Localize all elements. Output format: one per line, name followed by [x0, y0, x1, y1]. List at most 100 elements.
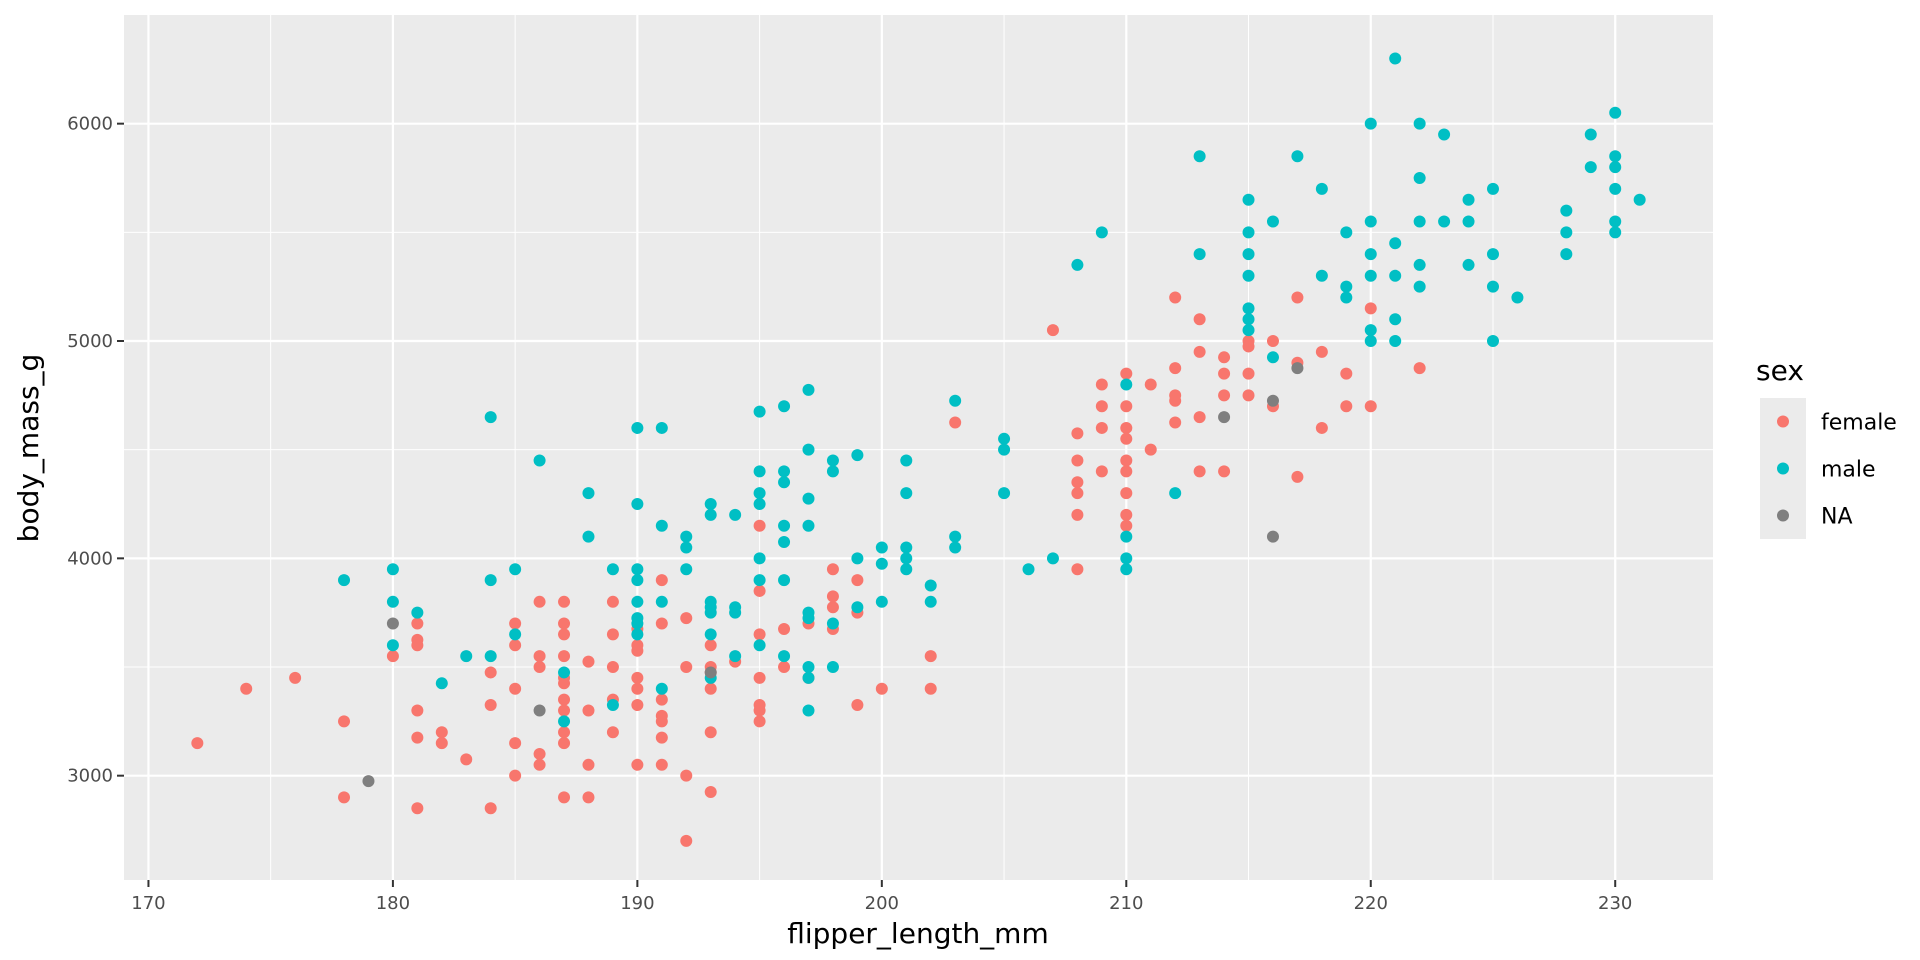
data-point-female	[1095, 421, 1108, 434]
data-point-female	[753, 584, 766, 597]
data-point-female	[411, 731, 424, 744]
data-point-female	[1169, 416, 1182, 429]
data-point-female	[949, 416, 962, 429]
data-point-female	[484, 666, 497, 679]
data-point-male	[1633, 193, 1646, 206]
data-point-male	[998, 487, 1011, 500]
data-point-male	[949, 541, 962, 554]
legend: sex female male NA	[1756, 354, 1897, 539]
x-tick-label: 230	[1598, 893, 1632, 914]
y-tick-label: 4000	[67, 548, 113, 569]
data-point-female	[411, 639, 424, 652]
data-point-male	[1242, 193, 1255, 206]
data-point-female	[1120, 519, 1133, 532]
data-point-female	[1315, 345, 1328, 358]
data-point-male	[1266, 351, 1279, 364]
data-point-male	[802, 492, 815, 505]
legend-label-male: male	[1821, 458, 1876, 483]
data-point-female	[484, 699, 497, 712]
grid-major	[124, 15, 1713, 880]
data-point-male	[949, 394, 962, 407]
data-point-male	[1193, 150, 1206, 163]
data-point-male	[826, 617, 839, 630]
data-point-female	[680, 661, 693, 674]
data-point-male	[1364, 215, 1377, 228]
data-point-female	[704, 639, 717, 652]
data-point-male	[704, 498, 717, 511]
data-point-male	[1413, 117, 1426, 130]
data-point-female	[826, 601, 839, 614]
data-point-female	[558, 704, 571, 717]
data-point-male	[386, 563, 399, 576]
data-point-female	[1169, 362, 1182, 375]
data-point-male	[606, 563, 619, 576]
data-point-male	[1242, 269, 1255, 282]
data-point-male	[1413, 258, 1426, 271]
data-point-male	[1242, 302, 1255, 315]
data-point-female	[875, 682, 888, 695]
data-point-male	[1315, 269, 1328, 282]
data-point-male	[1242, 226, 1255, 239]
x-tick-label: 170	[131, 893, 165, 914]
data-point-female	[558, 677, 571, 690]
data-point-male	[1389, 313, 1402, 326]
data-point-female	[655, 758, 668, 771]
data-point-female	[558, 650, 571, 663]
data-point-male	[631, 595, 644, 608]
data-point-male	[1340, 291, 1353, 304]
data-point-male	[851, 601, 864, 614]
data-point-female	[1242, 340, 1255, 353]
data-point-male	[1120, 552, 1133, 565]
data-point-female	[484, 802, 497, 815]
data-point-male	[753, 498, 766, 511]
data-point-female	[1340, 400, 1353, 413]
data-point-male	[655, 682, 668, 695]
panel-background	[124, 15, 1713, 880]
data-point-female	[753, 715, 766, 728]
legend-key-female	[1777, 415, 1789, 428]
data-point-male	[778, 650, 791, 663]
x-tick-label: 180	[376, 893, 410, 914]
data-point-male	[753, 639, 766, 652]
data-point-female	[606, 595, 619, 608]
data-point-female	[631, 758, 644, 771]
x-axis: 170 180 190 200 210 220 230	[131, 880, 1632, 914]
data-point-male	[1438, 215, 1451, 228]
data-point-na	[1266, 530, 1279, 543]
data-point-female	[1071, 476, 1084, 489]
data-point-female	[1364, 302, 1377, 315]
data-point-male	[1266, 215, 1279, 228]
data-point-female	[704, 726, 717, 739]
data-point-female	[778, 622, 791, 635]
data-point-na	[362, 775, 375, 788]
data-point-female	[1340, 367, 1353, 380]
data-point-male	[655, 519, 668, 532]
data-point-male	[778, 465, 791, 478]
data-point-female	[778, 661, 791, 674]
data-point-male	[558, 666, 571, 679]
data-point-male	[753, 465, 766, 478]
data-point-male	[1169, 487, 1182, 500]
data-point-male	[1609, 182, 1622, 195]
data-point-male	[802, 383, 815, 396]
data-point-male	[1584, 128, 1597, 141]
y-axis-title: body_mass_g	[12, 354, 45, 543]
data-point-male	[1291, 150, 1304, 163]
data-point-male	[1462, 193, 1475, 206]
data-point-male	[1340, 280, 1353, 293]
data-point-female	[606, 661, 619, 674]
data-point-na	[1266, 394, 1279, 407]
data-point-female	[1120, 508, 1133, 521]
data-point-male	[1095, 226, 1108, 239]
data-point-female	[558, 791, 571, 804]
x-tick-label: 220	[1354, 893, 1388, 914]
legend-title: sex	[1756, 354, 1804, 387]
data-point-male	[1560, 226, 1573, 239]
data-point-male	[1364, 324, 1377, 337]
y-tick-label: 3000	[67, 766, 113, 787]
data-point-female	[826, 563, 839, 576]
data-point-male	[1511, 291, 1524, 304]
data-point-female	[655, 715, 668, 728]
data-point-male	[1364, 117, 1377, 130]
